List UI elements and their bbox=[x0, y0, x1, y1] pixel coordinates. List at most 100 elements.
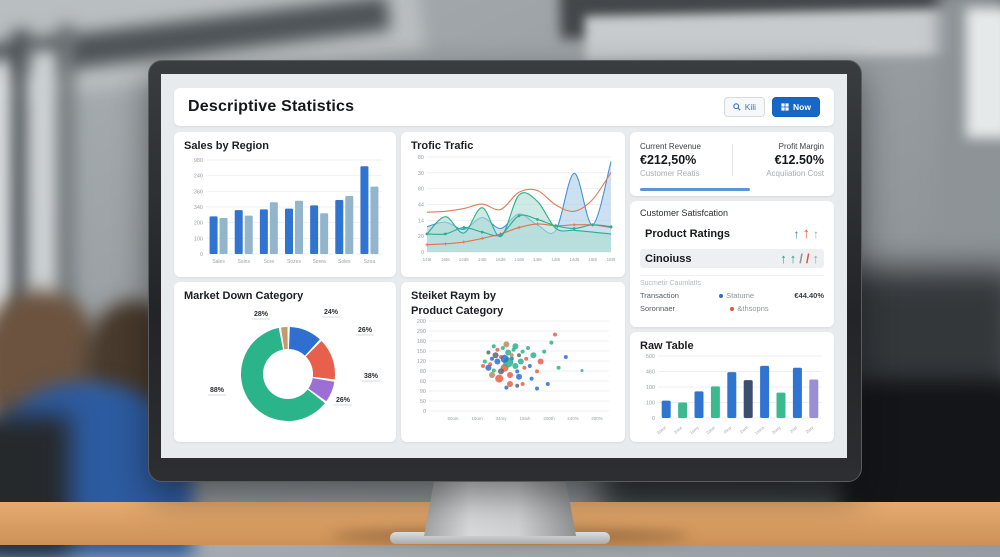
svg-text:26%: 26% bbox=[358, 327, 373, 334]
satisfaction-note: Sucmetir Caumlatts bbox=[640, 275, 824, 287]
svg-text:30: 30 bbox=[418, 171, 424, 177]
svg-text:50oin: 50oin bbox=[447, 416, 459, 421]
svg-text:dsuy: dsuy bbox=[722, 424, 733, 434]
svg-text:16d6: 16d6 bbox=[496, 257, 507, 262]
status-dot-icon bbox=[730, 306, 735, 311]
detail-value: €44.40% bbox=[794, 291, 824, 300]
svg-text:0: 0 bbox=[200, 252, 203, 258]
svg-text:50: 50 bbox=[420, 399, 426, 405]
svg-text:2ssty: 2ssty bbox=[771, 424, 782, 435]
satisfaction-row-label: Product Ratings bbox=[645, 227, 730, 240]
svg-text:14t6: 14t6 bbox=[533, 257, 542, 262]
svg-text:Sozes: Sozes bbox=[287, 259, 301, 265]
svg-text:15txh: 15txh bbox=[519, 416, 531, 421]
card-title: Market Down Category bbox=[184, 290, 304, 302]
svg-text:2sst: 2sst bbox=[789, 424, 799, 433]
svg-text:0: 0 bbox=[423, 409, 426, 415]
kpi-value: €212,50% bbox=[640, 153, 697, 167]
svg-text:Sorea: Sorea bbox=[312, 259, 326, 265]
svg-text:16t6: 16t6 bbox=[588, 257, 597, 262]
status-dot-icon bbox=[719, 293, 724, 298]
svg-text:60: 60 bbox=[420, 379, 426, 385]
svg-text:20: 20 bbox=[418, 234, 424, 240]
svg-text:18t9: 18t9 bbox=[607, 257, 615, 262]
trend-arrows: ↑ ↑ / / ↑ bbox=[780, 252, 819, 265]
svg-text:14t6: 14t6 bbox=[423, 257, 432, 262]
svg-text:460: 460 bbox=[646, 370, 655, 376]
svg-text:Soins: Soins bbox=[237, 259, 250, 265]
trend-arrows: ↑ ↑ ↑ bbox=[794, 226, 820, 241]
now-button[interactable]: Now bbox=[772, 97, 820, 117]
svg-text:14t6: 14t6 bbox=[478, 257, 487, 262]
detail-label: Soronnaer bbox=[640, 304, 676, 313]
up-arrow-icon: ↑ bbox=[812, 251, 820, 266]
page-title: Descriptive Statistics bbox=[188, 98, 355, 115]
suspended-panel bbox=[584, 7, 981, 63]
svg-text:80: 80 bbox=[420, 369, 426, 375]
svg-text:240%: 240% bbox=[567, 416, 579, 421]
dashboard-screen: Descriptive Statistics Kili Now Sales by… bbox=[161, 74, 847, 458]
svg-text:Szoa: Szoa bbox=[364, 259, 376, 265]
svg-text:14d6: 14d6 bbox=[514, 257, 525, 262]
traffic-line-chart: 0 20 14 44 80 30 80 14t6 16t6 14d6 14t6 16d6 14d6 14t… bbox=[418, 155, 616, 262]
svg-text:0: 0 bbox=[421, 250, 424, 256]
card-title: Product Category bbox=[411, 305, 504, 317]
svg-text:24%: 24% bbox=[324, 309, 339, 316]
dark-background-area bbox=[840, 380, 1000, 520]
svg-text:10om: 10om bbox=[471, 416, 483, 421]
svg-text:Sore: Sore bbox=[264, 259, 275, 265]
satisfaction-row[interactable]: Cinoiuss ↑ ↑ / / ↑ bbox=[640, 249, 824, 268]
svg-text:80: 80 bbox=[418, 155, 424, 161]
svg-text:1dt6: 1dt6 bbox=[551, 257, 560, 262]
svg-text:16t6: 16t6 bbox=[441, 257, 450, 262]
search-button[interactable]: Kili bbox=[723, 97, 766, 117]
up-arrow-icon: ↑ bbox=[793, 226, 800, 241]
svg-text:200: 200 bbox=[417, 319, 426, 325]
svg-text:100: 100 bbox=[646, 385, 655, 391]
detail-label: Transaction bbox=[640, 291, 679, 300]
svg-text:44: 44 bbox=[418, 203, 424, 209]
satisfaction-row-label: Cinoiuss bbox=[645, 252, 692, 265]
svg-text:14d6: 14d6 bbox=[459, 257, 470, 262]
svg-text:2tsty: 2tsty bbox=[804, 424, 815, 434]
up-arrow-icon: ↑ bbox=[813, 226, 819, 241]
satisfaction-row[interactable]: Product Ratings ↑ ↑ ↑ bbox=[640, 223, 824, 244]
svg-text:340: 340 bbox=[194, 205, 203, 211]
raw-table-card: Raw Table 0 100 100 460 500 2dast 2stur 1smy 2ds… bbox=[630, 332, 834, 442]
detail-status: &thsopns bbox=[730, 304, 769, 313]
kpi-card: Current Revenue €212,50% Customer Reatis… bbox=[630, 132, 834, 196]
card-title: Steiket Raym by bbox=[411, 290, 496, 302]
kpi-current-revenue: Current Revenue €212,50% Customer Reatis bbox=[640, 142, 726, 178]
svg-text:500: 500 bbox=[646, 354, 655, 360]
kpi-sublabel: Customer Reatis bbox=[640, 169, 700, 178]
svg-text:1smy: 1smy bbox=[689, 424, 701, 435]
svg-text:100: 100 bbox=[194, 236, 203, 242]
svg-text:38%: 38% bbox=[364, 373, 379, 380]
card-title: Customer Satisfcation bbox=[640, 208, 729, 218]
svg-text:2sstt: 2sstt bbox=[739, 424, 750, 434]
svg-text:80: 80 bbox=[418, 187, 424, 193]
svg-text:2stur: 2stur bbox=[673, 425, 684, 435]
satisfaction-detail-row: Soronnaer &thsopns bbox=[640, 304, 824, 313]
kpi-value: €12.50% bbox=[774, 153, 824, 167]
svg-text:14: 14 bbox=[418, 218, 424, 224]
svg-text:100: 100 bbox=[646, 401, 655, 407]
sales-bar-chart: 0 100 200 340 360 240 980 Sales Soins Sore Sozes So… bbox=[194, 158, 382, 265]
divider bbox=[731, 144, 733, 176]
kpi-sublabel: Acquiiation Cost bbox=[766, 169, 824, 178]
market-down-category-card: Market Down Category 28% 24% 26% 38% 26% 88% bbox=[174, 282, 396, 442]
raw-table-bar-chart: 0 100 100 460 500 2dast 2stur 1smy 2dsst dsuy 2sst… bbox=[646, 354, 822, 436]
window-pane bbox=[30, 50, 62, 310]
up-arrow-icon: ↑ bbox=[780, 251, 787, 266]
up-arrow-icon: ↑ bbox=[789, 251, 797, 266]
card-title: Raw Table bbox=[640, 340, 694, 352]
grid-icon bbox=[781, 103, 789, 111]
svg-text:2dsst: 2dsst bbox=[705, 424, 717, 435]
monitor-stand bbox=[424, 478, 576, 536]
scatter-card: Steiket Raym by Product Category 0 50 90 60… bbox=[401, 282, 625, 442]
detail-status-text: Statume bbox=[726, 291, 755, 300]
svg-text:200: 200 bbox=[194, 221, 203, 227]
kpi-label: Current Revenue bbox=[640, 142, 701, 151]
svg-text:90: 90 bbox=[420, 389, 426, 395]
